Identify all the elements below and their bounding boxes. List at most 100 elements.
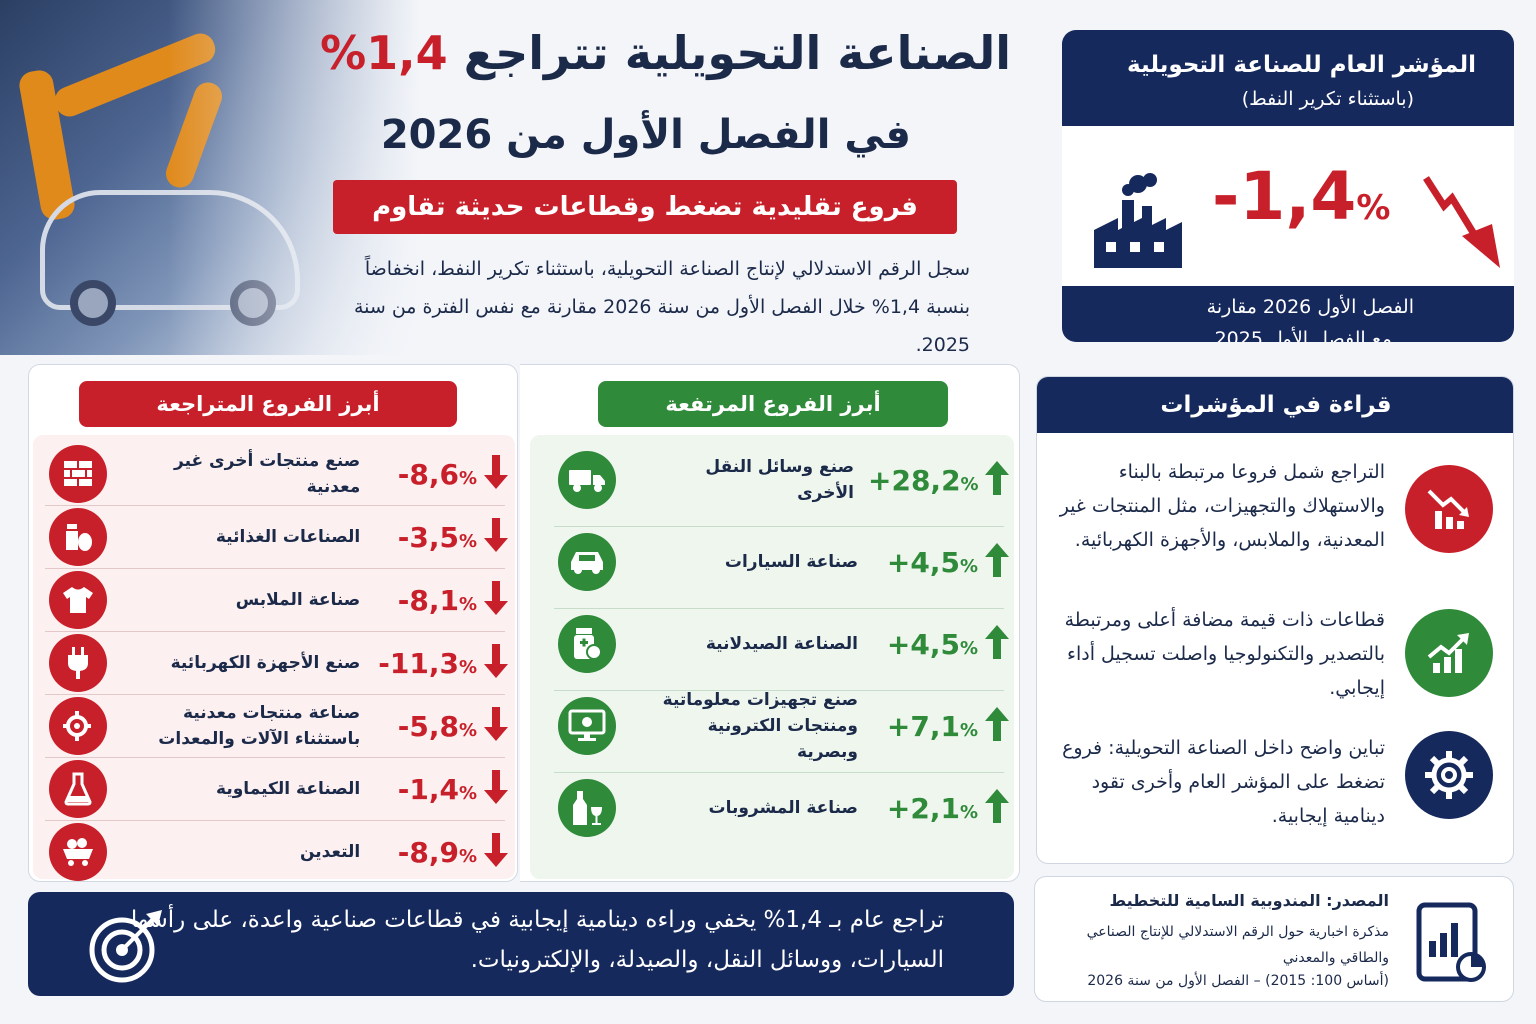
- arrow-down-icon: [483, 642, 509, 684]
- arrow-down-icon: [483, 831, 509, 873]
- trend-down-arrow-icon: [1423, 176, 1500, 268]
- car-icon: [558, 533, 616, 591]
- row-separator: [45, 820, 505, 821]
- subtitle-banner: فروع تقليدية تضغط وقطاعات حديثة تقاوم: [333, 180, 957, 234]
- arrow-up-icon: [984, 459, 1010, 501]
- declining-panel: أبرز الفروع المتراجعة صنع منتجات أخرى غي…: [28, 364, 518, 882]
- arrow-up-icon: [984, 623, 1010, 665]
- source-text: مذكرة اخبارية حول الرقم الاستدلالي للإنت…: [1086, 924, 1389, 966]
- branch-value: +7,1%: [886, 709, 978, 743]
- summary-banner: تراجع عام بـ 1,4% يخفي وراءه دينامية إيج…: [28, 892, 1014, 996]
- reading-text-3: تباين واضح داخل الصناعة التحويلية: فروع …: [1062, 737, 1385, 827]
- main-title-line2: في الفصل الأول من 2026: [380, 112, 911, 158]
- rising-branch-row: الصناعة الصيدلانية +4,5%: [558, 611, 1010, 677]
- rising-title: أبرز الفروع المرتفعة: [598, 381, 948, 427]
- branch-value: -1,4%: [397, 772, 477, 806]
- branch-value: +4,5%: [886, 627, 978, 661]
- rising-panel: أبرز الفروع المرتفعة صنع وسائل النقل الأ…: [520, 364, 1020, 882]
- declining-branch-row: صناعة الملابس -8,1%: [49, 571, 509, 629]
- row-separator: [554, 690, 1004, 691]
- gear-tool-icon: [49, 697, 107, 755]
- branch-value: -3,5%: [397, 520, 477, 554]
- gear-icon: [1405, 731, 1493, 819]
- branch-value: +2,1%: [886, 791, 978, 825]
- branch-label: صنع الأجهزة الكهربائية: [170, 653, 361, 673]
- chart-down-icon: [1405, 465, 1493, 553]
- row-separator: [45, 631, 505, 632]
- declining-branch-row: صناعة منتجات معدنية باستثناء الآلات والم…: [49, 697, 509, 755]
- computer-icon: [558, 697, 616, 755]
- branch-label: صنع تجهيزات معلوماتية ومنتجات الكترونية …: [662, 690, 858, 762]
- branch-label: الصناعات الغذائية: [215, 527, 361, 547]
- kpi-card: المؤشر العام للصناعة التحويلية (باستثناء…: [1062, 30, 1514, 342]
- arrow-up-icon: [984, 541, 1010, 583]
- row-separator: [45, 505, 505, 506]
- branch-value: -5,8%: [397, 709, 477, 743]
- branch-value: -8,9%: [397, 835, 477, 869]
- row-separator: [45, 757, 505, 758]
- branch-label: التعدين: [300, 842, 361, 862]
- declining-title: أبرز الفروع المتراجعة: [79, 381, 457, 427]
- food-icon: [49, 508, 107, 566]
- factory-icon: [1094, 173, 1182, 268]
- kpi-period-line1: الفصل الأول 2026 مقارنة: [1206, 296, 1414, 318]
- declining-branch-row: الصناعة الكيماوية -1,4%: [49, 760, 509, 818]
- bricks-icon: [49, 445, 107, 503]
- tshirt-icon: [49, 571, 107, 629]
- branch-label: صناعة المشروبات: [708, 798, 859, 818]
- main-title: الصناعة التحويلية تتراجع 1,4%: [320, 26, 1011, 80]
- flask-icon: [49, 760, 107, 818]
- truck-icon: [558, 451, 616, 509]
- intro-paragraph: سجل الرقم الاستدلالي لإنتاج الصناعة التح…: [353, 258, 970, 356]
- target-icon: [89, 910, 162, 983]
- kpi-title: المؤشر العام للصناعة التحويلية: [1127, 52, 1476, 78]
- rising-branch-row: صنع وسائل النقل الأخرى +28,2%: [558, 447, 1010, 513]
- main-title-text: الصناعة التحويلية تتراجع: [463, 26, 1011, 80]
- arrow-up-icon: [984, 787, 1010, 829]
- reading-text-2: قطاعات ذات قيمة مضافة أعلى ومرتبطة بالتص…: [1064, 609, 1385, 699]
- row-separator: [45, 694, 505, 695]
- main-title-value: 1,4%: [320, 26, 448, 80]
- arrow-up-icon: [984, 705, 1010, 747]
- arrow-down-icon: [483, 705, 509, 747]
- arrow-down-icon: [483, 453, 509, 495]
- arrow-down-icon: [483, 579, 509, 621]
- source-title: المصدر: المندوبية السامية للتخطيط: [1109, 891, 1390, 910]
- branch-label: صناعة السيارات: [724, 552, 858, 572]
- bottle-glass-icon: [558, 779, 616, 837]
- branch-label: صنع منتجات أخرى غير معدنية: [174, 451, 361, 497]
- branch-value: -8,1%: [397, 583, 477, 617]
- branch-label: صناعة الملابس: [235, 590, 361, 610]
- declining-branch-row: صنع الأجهزة الكهربائية -11,3%: [49, 634, 509, 692]
- branch-label: صناعة منتجات معدنية باستثناء الآلات والم…: [158, 703, 361, 749]
- kpi-subtitle: (باستثناء تكرير النفط): [1241, 88, 1414, 110]
- rising-branch-row: صناعة السيارات +4,5%: [558, 529, 1010, 595]
- branch-value: +4,5%: [886, 545, 978, 579]
- factory-photo: [0, 0, 420, 355]
- source-base: (أساس 100: 2015) – الفصل الأول من سنة 20…: [1087, 973, 1389, 989]
- reading-text-1: التراجع شمل فروعا مرتبطة بالبناء والاسته…: [1059, 461, 1385, 551]
- branch-label: الصناعة الصيدلانية: [705, 634, 858, 654]
- rising-branch-row: صنع تجهيزات معلوماتية ومنتجات الكترونية …: [558, 690, 1010, 762]
- plug-icon: [49, 634, 107, 692]
- declining-branch-row: الصناعات الغذائية -3,5%: [49, 508, 509, 566]
- kpi-period-line2: مع الفصل الأول 2025: [1214, 328, 1392, 342]
- report-chart-icon: [1416, 902, 1486, 982]
- arrow-down-icon: [483, 768, 509, 810]
- arrow-down-icon: [483, 516, 509, 558]
- indicators-reading-panel: قراءة في المؤشرات التراجع شمل فروعا مرتب…: [1036, 376, 1514, 864]
- rising-branch-row: صناعة المشروبات +2,1%: [558, 775, 1010, 841]
- summary-text: تراجع عام بـ 1,4% يخفي وراءه دينامية إيج…: [130, 907, 944, 973]
- branch-label: صنع وسائل النقل الأخرى: [705, 457, 854, 503]
- branch-label: الصناعة الكيماوية: [216, 779, 361, 799]
- branch-value: -11,3%: [378, 646, 477, 680]
- row-separator: [554, 526, 1004, 527]
- row-separator: [45, 568, 505, 569]
- pill-bottle-icon: [558, 615, 616, 673]
- branch-value: -8,6%: [397, 457, 477, 491]
- branch-value: +28,2%: [868, 463, 979, 497]
- mine-cart-icon: [49, 823, 107, 881]
- kpi-value: -1,4%: [1212, 158, 1391, 235]
- chart-up-icon: [1405, 609, 1493, 697]
- row-separator: [554, 608, 1004, 609]
